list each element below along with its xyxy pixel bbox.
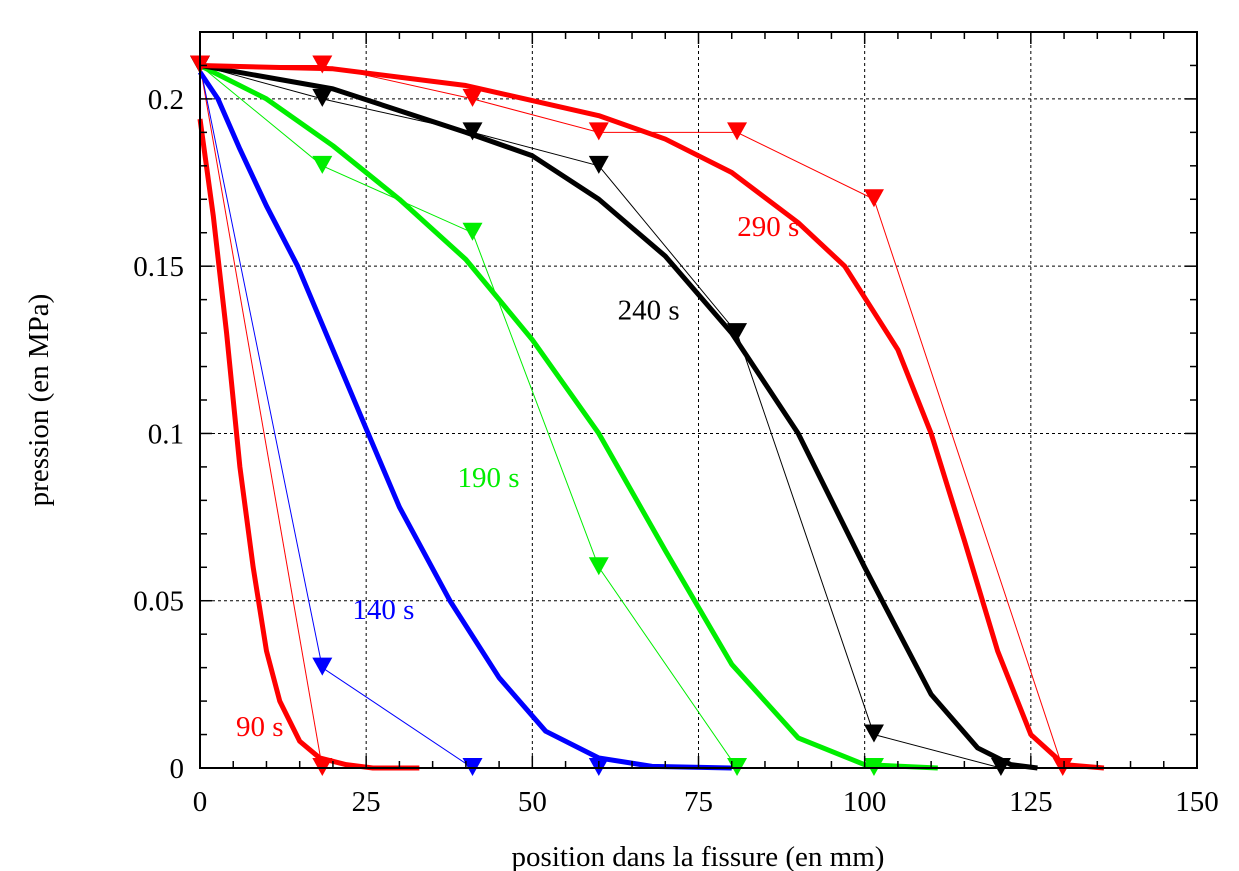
series-190-s — [190, 55, 938, 776]
y-axis-label: pression (en MPa) — [23, 294, 55, 507]
triangle-marker — [312, 55, 333, 74]
triangle-marker — [312, 155, 333, 174]
triangle-marker — [863, 189, 884, 208]
grid — [200, 32, 1197, 768]
triangle-marker — [727, 122, 748, 141]
curve-label: 240 s — [618, 295, 680, 327]
series-90-s — [190, 55, 420, 776]
x-tick-label: 75 — [684, 786, 713, 818]
curve-label: 290 s — [737, 211, 799, 243]
y-tick-label: 0.2 — [148, 84, 184, 116]
triangle-marker — [588, 557, 609, 576]
ticks: 0 25 50 75 100 125 150 0 0.05 0.1 0.15 0.2 — [133, 31, 1219, 818]
triangle-marker — [863, 724, 884, 743]
triangle-marker — [462, 122, 483, 141]
curve-label: 140 s — [352, 594, 414, 626]
y-tick-label: 0.05 — [133, 586, 184, 618]
x-axis-label: position dans la fissure (en mm) — [512, 841, 885, 871]
triangle-marker — [727, 323, 748, 342]
triangle-marker — [312, 657, 333, 676]
x-tick-label: 25 — [352, 786, 381, 818]
x-tick-label: 50 — [518, 786, 547, 818]
y-tick-label: 0 — [170, 753, 185, 785]
measured-line — [199, 65, 599, 769]
x-tick-label: 150 — [1175, 786, 1219, 818]
curve-label: 90 s — [236, 711, 284, 743]
curve-label: 190 s — [457, 462, 519, 494]
simulated-curve — [199, 62, 1105, 771]
triangle-marker — [462, 222, 483, 241]
series-240-s — [190, 55, 1038, 776]
triangle-marker — [462, 88, 483, 107]
series-290-s — [190, 55, 1105, 776]
measured-line — [199, 65, 874, 769]
simulated-curve — [197, 118, 420, 771]
x-tick-label: 125 — [1009, 786, 1053, 818]
x-tick-label: 0 — [193, 786, 208, 818]
measured-line — [199, 65, 323, 769]
y-tick-label: 0.15 — [133, 251, 184, 283]
series-layer: 90 s 140 s 190 s 240 s 290 s — [190, 55, 1105, 776]
simulated-curve — [197, 70, 732, 771]
triangle-marker — [588, 122, 609, 141]
simulated-curve — [198, 63, 938, 771]
y-tick-label: 0.1 — [148, 418, 184, 450]
x-tick-label: 100 — [843, 786, 887, 818]
simulated-curve — [199, 62, 1038, 771]
triangle-marker — [588, 155, 609, 174]
triangle-marker — [312, 88, 333, 107]
